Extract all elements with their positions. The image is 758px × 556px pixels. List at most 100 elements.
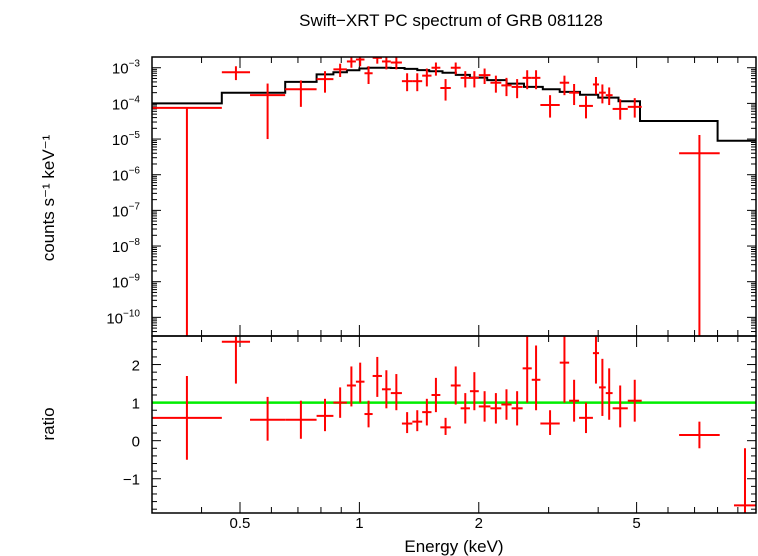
data-point [431,62,441,76]
x-tick-label: 5 [632,515,640,532]
y-tick-label-exponent: −4 [129,94,141,105]
data-point [733,448,756,513]
data-point [333,387,347,418]
data-point [152,375,222,460]
data-point [460,71,470,88]
y-tick-label-base: 10 [106,310,123,327]
data-point [605,87,613,106]
data-point [285,400,317,439]
data-point [372,56,382,64]
y-tick-label: 10−6 [112,166,141,185]
data-point [522,70,532,90]
data-point [599,84,606,104]
data-point [469,71,479,88]
data-point [579,402,593,434]
data-point [679,134,720,336]
data-point [250,396,286,441]
data-point [605,368,613,420]
data-point [501,77,512,97]
data-point [316,398,334,432]
data-point [381,370,391,409]
data-point [540,410,560,435]
data-point [559,75,570,96]
y-tick-label-exponent: −5 [129,130,141,141]
data-point [450,62,461,75]
data-point [569,379,580,422]
data-point [450,366,461,405]
y-tick-label: 10−10 [106,308,140,327]
data-point [559,336,570,403]
data-point [364,400,373,428]
spectrum-panel: 10−310−410−510−610−710−810−910−10 [106,56,757,337]
data-point [599,358,606,416]
data-point [152,106,222,336]
data-point [355,362,365,403]
chart-title: Swift−XRT PC spectrum of GRB 081128 [299,11,603,30]
y-tick-label-exponent: −6 [129,166,141,177]
y-tick-label-exponent: −7 [129,201,141,212]
data-point [346,57,356,68]
y-tick-label-exponent: −8 [129,237,141,248]
y-tick-label: 10−8 [112,237,141,256]
data-point [333,63,347,77]
data-point [346,366,356,407]
data-point [592,76,600,95]
data-point [531,70,541,90]
x-axis: 0.5 1 2 5 [230,515,641,532]
y-tick-label: −1 [123,472,140,489]
data-point [627,98,642,118]
data-point [511,391,523,426]
model-line [152,66,756,142]
data-point [592,336,600,384]
data-point [490,75,502,93]
y-tick-label-exponent: −9 [129,273,141,284]
y-tick-label-exponent: −10 [123,308,140,319]
y-tick-label-exponent: −3 [129,59,141,70]
y-tick-label-base: 10 [112,132,129,149]
data-point [364,66,373,84]
data-point [401,73,413,92]
data-point [381,57,391,70]
y-tick-label: 0 [132,434,140,451]
y-tick-label: 2 [132,358,140,375]
data-point [490,393,502,424]
spectrum-y-axis-label: counts s⁻¹ keV⁻¹ [39,134,58,261]
data-point [460,393,470,424]
y-tick-label: 10−7 [112,201,141,220]
x-tick-label: 1 [355,515,363,532]
data-point [612,99,628,120]
data-point [412,410,423,432]
y-tick-label: 10−3 [112,59,141,78]
data-point [390,374,402,411]
data-point [221,66,251,81]
panel-frame [151,335,757,514]
data-point [469,372,479,411]
x-axis-label: Energy (keV) [404,537,503,556]
data-point [531,345,541,411]
data-point [422,398,432,426]
y-tick-label: 10−5 [112,130,141,149]
data-point [390,57,402,70]
data-point [401,412,413,434]
data-point [478,68,491,84]
data-point [540,95,560,118]
data-point [627,379,642,422]
y-tick-label-base: 10 [112,61,129,78]
panel-frame [151,56,757,337]
ratio-y-axis-label: ratio [39,407,58,440]
data-point [569,83,580,106]
ratio-panel: 2 1 0 −1 [123,335,757,514]
y-tick-label: 1 [132,396,140,413]
y-tick-label-base: 10 [112,96,129,113]
y-tick-label: 10−4 [112,94,141,113]
data-point [612,385,628,428]
x-tick-label: 2 [475,515,483,532]
data-point [478,391,491,422]
data-point [579,96,593,119]
data-point [221,336,251,384]
data-point [440,417,451,435]
data-point [679,421,720,449]
y-tick-label-base: 10 [112,168,129,185]
data-point [285,80,317,107]
